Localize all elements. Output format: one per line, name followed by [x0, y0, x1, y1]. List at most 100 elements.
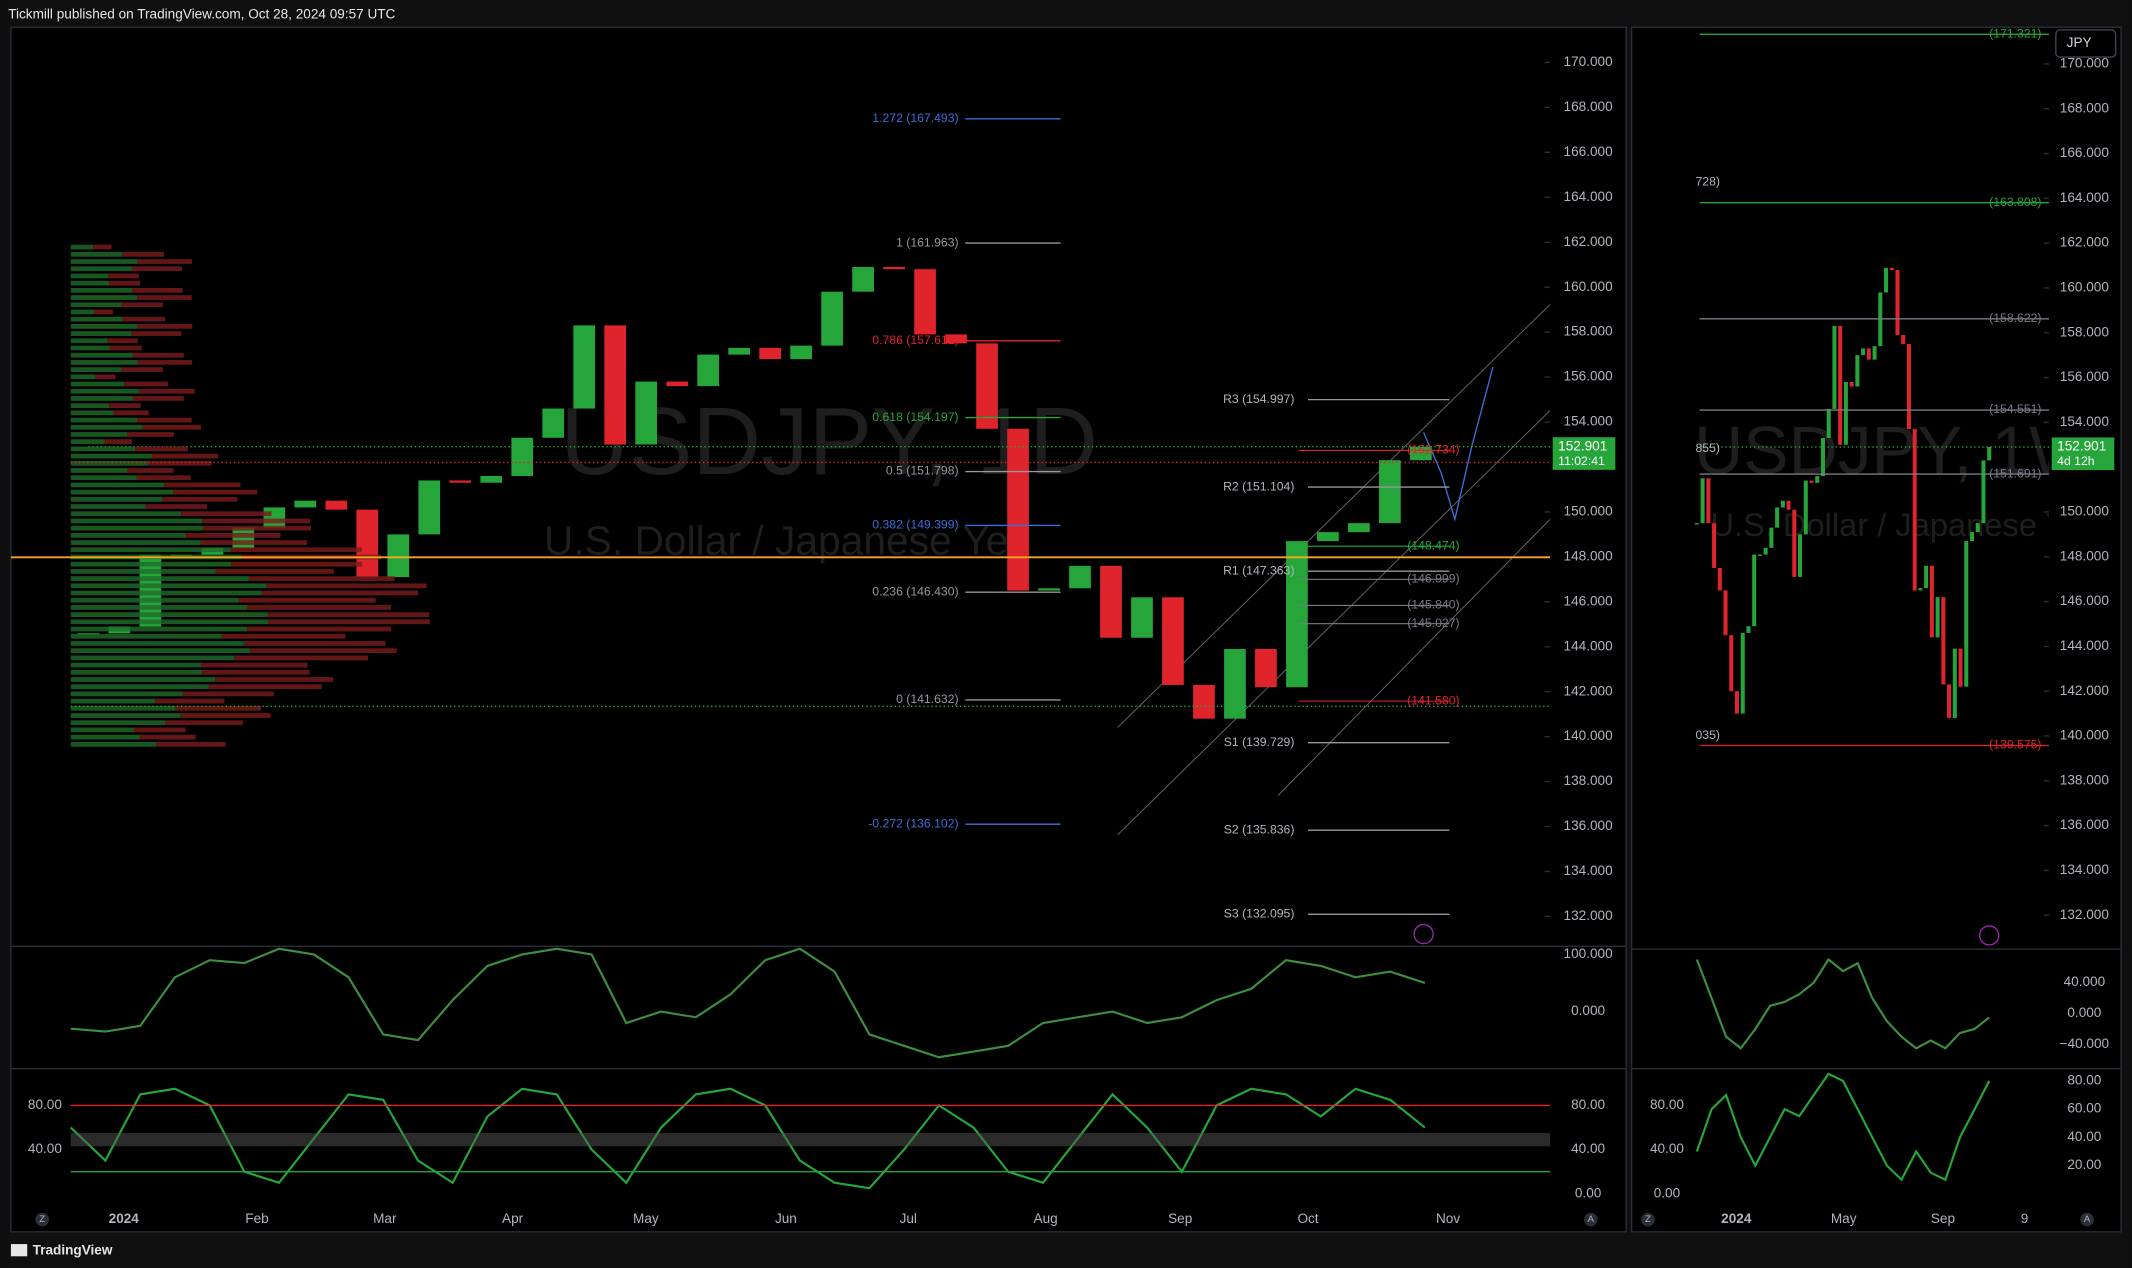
- volume-profile: [124, 381, 168, 387]
- candle: [1952, 648, 1957, 719]
- volume-profile: [132, 396, 184, 401]
- volume-profile: [70, 612, 268, 618]
- weekly-panel: [1630, 26, 2122, 1233]
- volume-profile: [70, 453, 152, 459]
- volume-profile: [267, 612, 430, 618]
- candle: [1729, 635, 1734, 692]
- fib-label: 1 (161.963): [896, 235, 959, 249]
- fib-label: 1.272 (167.493): [872, 111, 958, 125]
- currency-button[interactable]: [2055, 29, 2117, 58]
- volume-profile: [70, 504, 146, 509]
- volume-profile: [155, 741, 226, 747]
- volume-profile: [200, 540, 308, 545]
- volume-profile: [107, 338, 138, 344]
- y-tick-label: 166.000: [1564, 144, 1614, 159]
- overlay: 170.000 168.000 166.000 164.000 162.000 160.0…: [28, 54, 2115, 1226]
- volume-profile: [173, 489, 258, 495]
- pivot-label: R1 (147.363): [1223, 563, 1294, 577]
- candle: [1866, 348, 1871, 360]
- candle: [263, 507, 286, 528]
- level-label: (139.575): [1989, 738, 2041, 752]
- volume-profile: [230, 547, 362, 553]
- volume-profile: [70, 468, 128, 473]
- fib-label: 0.5 (151.798): [886, 464, 959, 478]
- candle: [1757, 554, 1762, 556]
- candle: [1706, 478, 1711, 524]
- volume-profile: [132, 352, 184, 358]
- candle: [1815, 476, 1820, 483]
- volume-profile: [70, 439, 105, 445]
- y-tick-label: 154.000: [1564, 414, 1614, 429]
- price-tag: [2051, 437, 2115, 471]
- candle: [1803, 480, 1808, 535]
- y-tick-label: 162.000: [2060, 235, 2110, 250]
- volume-profile: [133, 727, 186, 733]
- volume-profile: [122, 251, 165, 257]
- candle: [1901, 334, 1906, 344]
- candle: [914, 269, 936, 335]
- volume-profile: [234, 655, 369, 661]
- volume-profile: [162, 496, 238, 502]
- candle: [418, 480, 441, 535]
- candle: [1694, 523, 1699, 525]
- volume-profile: [70, 410, 114, 416]
- candle: [1717, 567, 1722, 591]
- candle: [1038, 588, 1060, 591]
- alert-icon[interactable]: [1978, 925, 2000, 946]
- oscillator-line: [70, 947, 1426, 1059]
- x-tick-label: Sep: [1168, 1211, 1192, 1226]
- fib-label: -0.272 (136.102): [868, 816, 958, 830]
- candle: [976, 343, 998, 429]
- volume-profile: [70, 489, 174, 495]
- currency-label: JPY: [2067, 35, 2092, 50]
- projection-arrow: [1422, 366, 1494, 523]
- volume-profile: [70, 518, 203, 524]
- candle: [883, 266, 905, 270]
- x-tick-label: Sep: [1931, 1211, 1955, 1226]
- volume-profile: [70, 302, 122, 308]
- y-tick-label: 60.00: [2067, 1101, 2101, 1116]
- channel-label: (146.999): [1407, 572, 1459, 586]
- axis-button[interactable]: [1641, 1212, 1655, 1227]
- volume-profile: [70, 396, 133, 401]
- candle: [1820, 438, 1825, 477]
- volume-profile: [70, 295, 138, 300]
- volume-profile: [70, 605, 247, 610]
- candle: [1872, 346, 1877, 360]
- volume-profile: [136, 475, 191, 481]
- candle: [1798, 534, 1803, 577]
- pivot-label: S1 (139.729): [1224, 735, 1295, 749]
- axis-button[interactable]: [35, 1212, 49, 1227]
- axis-button[interactable]: [1584, 1212, 1598, 1227]
- volume-profile: [243, 641, 386, 646]
- volume-profile: [202, 669, 310, 675]
- volume-profile: [70, 691, 183, 697]
- level-label: 728): [1696, 174, 1720, 188]
- volume-profile: [148, 460, 212, 466]
- volume-profile: [138, 388, 195, 394]
- volume-profile: [70, 547, 231, 553]
- pivot-label: S3 (132.095): [1224, 907, 1295, 921]
- candle: [1224, 648, 1246, 719]
- volume-profile: [127, 432, 174, 437]
- y-tick-label: 80.00: [28, 1097, 62, 1112]
- y-tick-label: 140.000: [1564, 728, 1614, 743]
- axis-button-label: Z: [39, 1214, 45, 1225]
- volume-profile: [70, 713, 181, 718]
- channel-label: (148.474): [1407, 538, 1459, 552]
- price-tag-label: 152.901: [1558, 438, 1607, 453]
- volume-profile: [70, 641, 244, 646]
- axis-button-label: A: [2084, 1214, 2091, 1225]
- x-tick-label: 2024: [109, 1211, 140, 1226]
- candle: [1786, 500, 1791, 510]
- volume-profile: [180, 713, 271, 718]
- candle: [697, 354, 720, 387]
- candle: [1255, 648, 1277, 688]
- alert-icon[interactable]: [1413, 923, 1434, 945]
- volume-profile: [247, 626, 392, 632]
- candle: [1964, 541, 1969, 687]
- axis-button[interactable]: [2080, 1212, 2094, 1227]
- level-label: (158.622): [1989, 311, 2041, 325]
- candle: [449, 480, 472, 483]
- volume-profile: [95, 374, 116, 380]
